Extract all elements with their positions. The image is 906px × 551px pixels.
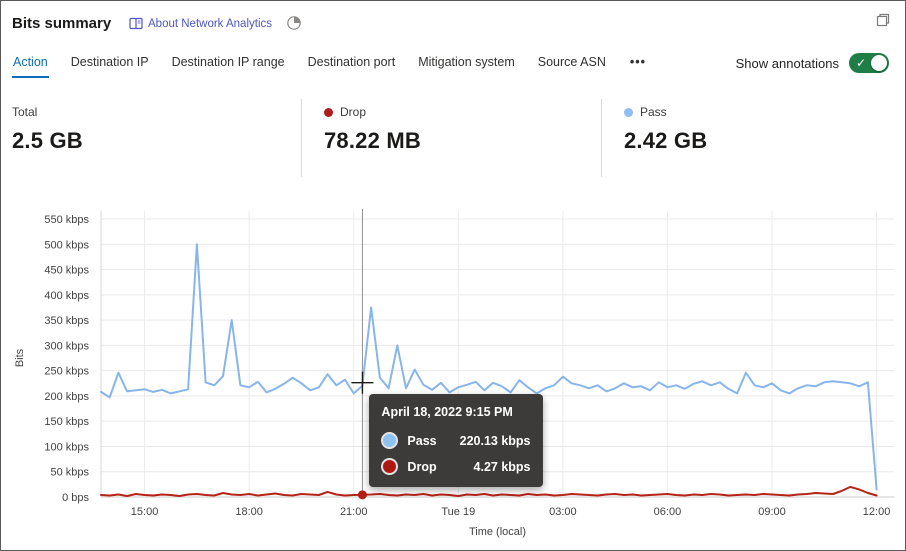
pie-chart-icon[interactable]	[285, 14, 303, 32]
traffic-line-chart[interactable]: 0 bps 50 kbps 100 kbps 150 kbps 200 kbps 250 …	[1, 197, 906, 549]
svg-text:Time (local): Time (local)	[469, 526, 526, 538]
summary-stats: Total 2.5 GB Drop 78.22 MB Pass 2.42 GB	[1, 99, 905, 177]
svg-text:21:00: 21:00	[340, 506, 368, 518]
about-network-analytics-link[interactable]: About Network Analytics	[129, 17, 272, 30]
show-annotations-group: Show annotations ✓	[736, 51, 889, 73]
panel-header: Bits summary About Network Analytics	[1, 1, 905, 47]
svg-text:150 kbps: 150 kbps	[44, 416, 89, 428]
drop-dot-icon	[381, 458, 399, 475]
check-icon: ✓	[856, 56, 867, 70]
chart-area: 0 bps 50 kbps 100 kbps 150 kbps 200 kbps 250 …	[1, 197, 906, 549]
stat-pass-value: 2.42 GB	[624, 128, 708, 153]
tab-source-asn[interactable]: Source ASN	[537, 55, 606, 69]
pass-dot-icon	[381, 432, 399, 449]
stat-drop-value: 78.22 MB	[324, 128, 421, 153]
tab-action[interactable]: Action	[12, 51, 49, 78]
toggle-knob	[871, 55, 887, 71]
svg-text:500 kbps: 500 kbps	[44, 239, 89, 251]
stat-total: Total 2.5 GB	[1, 99, 301, 177]
tab-destination-port[interactable]: Destination port	[307, 55, 396, 69]
svg-text:200 kbps: 200 kbps	[44, 391, 89, 403]
drop-dot-icon	[324, 107, 333, 117]
svg-text:09:00: 09:00	[758, 506, 786, 518]
tooltip-pass-row: Pass 220.13 kbps	[381, 432, 531, 449]
tab-destination-ip-range[interactable]: Destination IP range	[171, 55, 285, 69]
svg-text:18:00: 18:00	[235, 506, 263, 518]
svg-text:100 kbps: 100 kbps	[44, 441, 89, 453]
show-annotations-toggle[interactable]: ✓	[849, 53, 889, 73]
svg-text:550 kbps: 550 kbps	[44, 214, 89, 226]
svg-text:250 kbps: 250 kbps	[44, 366, 89, 378]
tooltip-pass-value: 220.13 kbps	[459, 433, 531, 448]
svg-text:12:00: 12:00	[863, 506, 891, 518]
svg-text:Tue 19: Tue 19	[441, 506, 475, 518]
pass-dot-icon	[624, 107, 633, 117]
svg-text:300 kbps: 300 kbps	[44, 340, 89, 352]
restore-window-icon[interactable]	[875, 12, 891, 28]
tooltip-drop-row: Drop 4.27 kbps	[381, 458, 531, 475]
stat-drop: Drop 78.22 MB	[301, 99, 601, 177]
show-annotations-label: Show annotations	[735, 55, 839, 71]
stat-pass: Pass 2.42 GB	[601, 99, 901, 177]
svg-text:03:00: 03:00	[549, 506, 577, 518]
svg-text:400 kbps: 400 kbps	[44, 290, 89, 302]
about-link-label: About Network Analytics	[148, 17, 273, 30]
stat-pass-label: Pass	[640, 105, 667, 119]
stat-total-value: 2.5 GB	[12, 128, 83, 153]
tooltip-drop-label: Drop	[407, 459, 437, 474]
svg-text:450 kbps: 450 kbps	[44, 265, 89, 277]
tooltip-drop-value: 4.27 kbps	[473, 459, 531, 474]
tab-mitigation-system[interactable]: Mitigation system	[418, 55, 515, 69]
tooltip-pass-label: Pass	[407, 433, 437, 448]
tabs-overflow-button[interactable]: •••	[629, 55, 646, 69]
page-title: Bits summary	[12, 15, 112, 32]
chart-tooltip: April 18, 2022 9:15 PM Pass 220.13 kbps …	[369, 394, 543, 487]
svg-text:0 bps: 0 bps	[62, 492, 89, 504]
svg-text:06:00: 06:00	[654, 506, 682, 518]
tab-destination-ip[interactable]: Destination IP	[70, 55, 149, 69]
tooltip-timestamp: April 18, 2022 9:15 PM	[381, 405, 513, 419]
metric-tabbar: Action Destination IP Destination IP ran…	[12, 51, 889, 78]
book-icon	[129, 17, 143, 30]
svg-text:15:00: 15:00	[131, 506, 159, 518]
svg-text:Bits: Bits	[14, 348, 26, 367]
stat-total-label: Total	[12, 105, 38, 119]
stat-drop-label: Drop	[340, 105, 367, 119]
svg-text:350 kbps: 350 kbps	[44, 315, 89, 327]
svg-text:50 kbps: 50 kbps	[50, 467, 89, 479]
